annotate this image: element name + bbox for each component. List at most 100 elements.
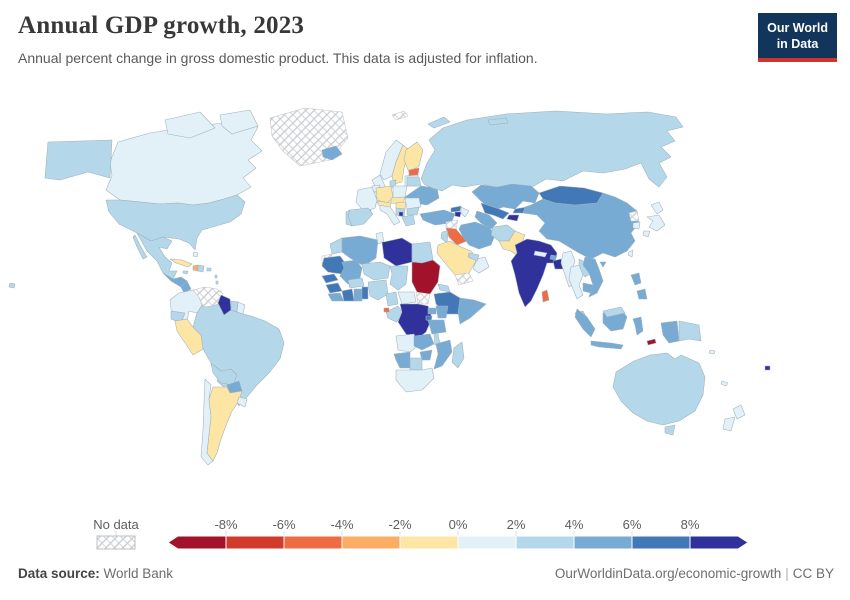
country-indonesia-java[interactable] xyxy=(590,340,624,350)
country-zimbabwe[interactable] xyxy=(419,349,433,361)
country-vietnam[interactable] xyxy=(582,256,604,298)
country-austria-switzerland[interactable] xyxy=(377,200,392,208)
country-china[interactable] xyxy=(522,192,640,260)
country-montenegro-albania[interactable] xyxy=(398,211,404,217)
country-uzbekistan[interactable] xyxy=(480,202,510,220)
country-south-africa[interactable] xyxy=(395,367,435,393)
country-romania[interactable] xyxy=(404,197,422,210)
country-new-zealand-north[interactable] xyxy=(732,404,746,420)
country-sri-lanka[interactable] xyxy=(541,289,550,303)
country-turkmenistan[interactable] xyxy=(474,210,498,230)
country-guinea[interactable] xyxy=(325,282,343,294)
country-taiwan[interactable] xyxy=(627,249,634,258)
country-eritrea[interactable] xyxy=(437,283,451,293)
country-timor-leste[interactable] xyxy=(646,338,657,346)
legend-segment-m4-m2[interactable] xyxy=(341,535,401,550)
country-uruguay[interactable] xyxy=(236,396,248,408)
country-iran[interactable] xyxy=(458,221,496,250)
country-burkina-faso[interactable] xyxy=(347,277,365,289)
country-cuba[interactable] xyxy=(169,258,193,268)
country-angola[interactable] xyxy=(395,333,419,353)
country-azerbaijan[interactable] xyxy=(460,206,470,218)
country-jordan-israel[interactable] xyxy=(440,230,449,244)
country-australia[interactable] xyxy=(612,352,706,426)
country-bolivia[interactable] xyxy=(210,362,238,386)
country-jamaica[interactable] xyxy=(182,270,189,275)
country-nicaragua-costa-rica[interactable] xyxy=(180,280,192,294)
country-puerto-rico[interactable] xyxy=(206,267,212,272)
country-hainan[interactable] xyxy=(599,261,607,268)
country-peru[interactable] xyxy=(174,318,204,356)
legend-segment-m8-m6[interactable] xyxy=(225,535,285,550)
country-ghana[interactable] xyxy=(353,288,363,302)
legend-segment-gt8[interactable] xyxy=(689,535,749,550)
country-somalia[interactable] xyxy=(457,297,487,325)
country-belarus[interactable] xyxy=(406,176,422,187)
country-finland[interactable] xyxy=(403,141,424,173)
country-nigeria[interactable] xyxy=(367,279,389,301)
country-greece[interactable] xyxy=(401,214,416,227)
country-india[interactable] xyxy=(510,238,558,308)
country-south-sudan[interactable] xyxy=(415,291,431,305)
country-madagascar[interactable] xyxy=(451,341,465,369)
country-uae[interactable] xyxy=(467,252,480,262)
legend-segment-6-8[interactable] xyxy=(631,535,691,550)
country-chad[interactable] xyxy=(389,265,409,291)
country-yemen[interactable] xyxy=(454,272,474,286)
country-papua-new-guinea[interactable] xyxy=(678,320,702,342)
country-alaska[interactable] xyxy=(44,139,113,181)
country-north-korea[interactable] xyxy=(628,210,640,222)
country-poland[interactable] xyxy=(392,185,408,199)
country-libya[interactable] xyxy=(381,237,413,267)
country-spain[interactable] xyxy=(347,207,374,227)
country-new-caledonia[interactable] xyxy=(720,380,729,387)
country-indonesia-sumatra[interactable] xyxy=(574,308,596,338)
country-tasmania[interactable] xyxy=(664,424,676,436)
country-lesser-antilles[interactable] xyxy=(214,274,218,279)
country-philippines-mindanao[interactable] xyxy=(636,288,648,300)
country-usa[interactable] xyxy=(105,194,246,251)
country-french-guiana[interactable] xyxy=(236,301,246,315)
country-thailand[interactable] xyxy=(568,264,584,300)
no-data-swatch[interactable] xyxy=(96,535,136,550)
country-senegal[interactable] xyxy=(321,273,339,284)
country-japan-hokkaido[interactable] xyxy=(650,201,664,215)
country-novaya-zemlya[interactable] xyxy=(427,116,451,129)
country-mozambique[interactable] xyxy=(433,339,453,370)
country-new-zealand-south[interactable] xyxy=(722,416,736,432)
country-armenia[interactable] xyxy=(454,211,462,218)
country-indonesia-papua[interactable] xyxy=(660,320,680,344)
legend-segment-2-4[interactable] xyxy=(515,535,575,550)
country-russia[interactable] xyxy=(420,110,684,192)
country-germany[interactable] xyxy=(375,185,394,204)
country-argentina[interactable] xyxy=(206,386,243,462)
country-cote-divoire[interactable] xyxy=(341,288,355,302)
country-georgia[interactable] xyxy=(450,205,462,213)
country-japan-honshu[interactable] xyxy=(646,214,666,232)
owid-logo[interactable]: Our World in Data xyxy=(758,13,837,62)
country-hawaii[interactable] xyxy=(8,282,16,289)
legend-segment-m6-m4[interactable] xyxy=(283,535,343,550)
country-indonesia-sulawesi[interactable] xyxy=(632,316,644,336)
country-saudi-arabia[interactable] xyxy=(436,240,478,276)
country-lesser-antilles-2[interactable] xyxy=(215,280,219,285)
country-kenya[interactable] xyxy=(435,305,449,319)
country-japan-kyushu[interactable] xyxy=(642,230,651,238)
country-tajikistan[interactable] xyxy=(506,214,520,222)
footer-url[interactable]: OurWorldinData.org/economic-growth xyxy=(554,566,782,581)
country-nepal[interactable] xyxy=(533,250,548,258)
country-namibia[interactable] xyxy=(393,351,411,369)
country-canadian-arctic-2[interactable] xyxy=(219,109,259,135)
country-guyana[interactable] xyxy=(217,294,232,316)
country-niger[interactable] xyxy=(361,261,391,281)
country-france[interactable] xyxy=(355,186,378,213)
country-canadian-arctic[interactable] xyxy=(164,111,216,139)
legend-segment-0-2[interactable] xyxy=(457,535,517,550)
legend-segment-4-6[interactable] xyxy=(573,535,633,550)
legend-segment-lt-8[interactable] xyxy=(167,535,227,550)
country-botswana[interactable] xyxy=(409,357,423,371)
country-sudan[interactable] xyxy=(411,259,441,295)
country-dominican-republic[interactable] xyxy=(197,264,205,273)
country-siberian-islands[interactable] xyxy=(487,117,509,126)
country-south-korea[interactable] xyxy=(632,221,641,230)
